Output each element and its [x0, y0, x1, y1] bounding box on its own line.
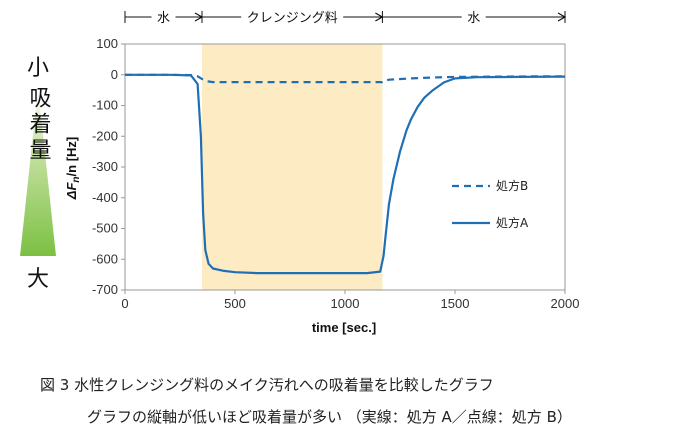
adsorption-scale: 小 吸着量 大	[20, 56, 56, 292]
x-tick-label: 1000	[331, 296, 360, 311]
phase-label: 水	[467, 11, 480, 26]
series-line-A	[125, 73, 566, 275]
y-tick-label: 100	[96, 36, 118, 51]
scale-top-label: 小	[27, 56, 49, 81]
x-tick-label: 0	[121, 296, 128, 311]
caption-line-1: 図 3 水性クレンジング料のメイク汚れへの吸着量を比較したグラフ	[40, 376, 494, 394]
y-tick-label: -300	[92, 159, 118, 174]
legend: 処方B 処方A	[452, 178, 529, 230]
series-layer	[125, 73, 566, 275]
legend-label: 処方A	[496, 215, 529, 230]
highlight-band	[202, 44, 383, 290]
y-tick-label: -600	[92, 251, 118, 266]
adsorption-gradient-triangle	[20, 88, 56, 256]
y-tick-label: -100	[92, 98, 118, 113]
phase-label-bg	[151, 8, 176, 24]
x-axis-title: time [sec.]	[312, 320, 376, 335]
phase-label-bg	[461, 8, 486, 24]
series-line-B	[125, 73, 565, 84]
y-tick-label: -500	[92, 221, 118, 236]
phase-arrowhead	[557, 12, 567, 22]
highlight-band-layer	[202, 44, 383, 290]
scale-middle-label: 吸着量	[26, 86, 52, 164]
x-tick-label: 500	[224, 296, 246, 311]
y-tick-label: -200	[92, 128, 118, 143]
y-tick-label: 0	[111, 67, 118, 82]
x-tick-label: 2000	[551, 296, 580, 311]
phase-label: クレンジング料	[247, 11, 338, 26]
y-tick-label: -700	[92, 282, 118, 297]
phase-annotation-layer: 水 クレンジング料 水	[124, 8, 567, 26]
phase-arrowhead	[375, 12, 384, 22]
scale-bottom-label: 大	[27, 267, 49, 292]
legend-label: 処方B	[496, 178, 528, 193]
phase-label: 水	[157, 11, 170, 26]
y-axis-title: ΔFn/n [Hz]	[64, 137, 82, 201]
x-tick-label: 1500	[441, 296, 470, 311]
phase-arrowhead	[194, 12, 204, 22]
caption-line-2: グラフの縦軸が低いほど吸着量が多い （実線：処方 A／点線：処方 B）	[87, 408, 572, 426]
phase-label-bg	[241, 8, 344, 24]
y-tick-label: -400	[92, 190, 118, 205]
